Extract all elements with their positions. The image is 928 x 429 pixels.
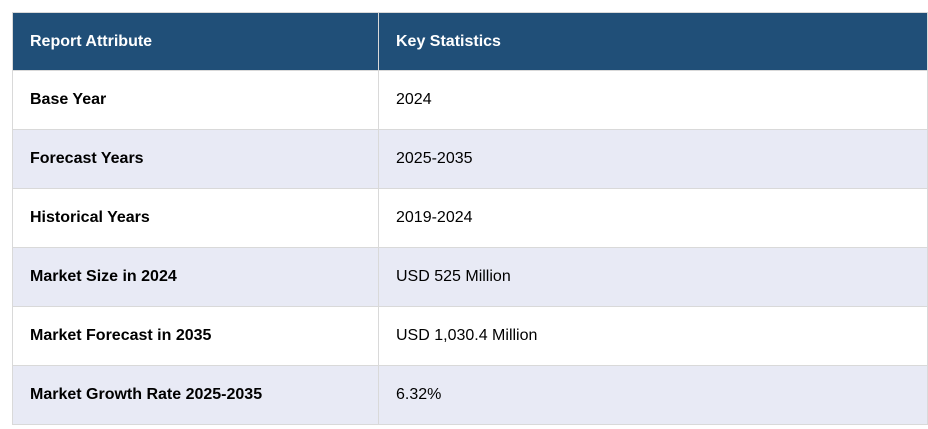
row-value: 2019-2024 [378,188,928,248]
table-row: Market Forecast in 2035 USD 1,030.4 Mill… [12,306,928,366]
header-key-statistics: Key Statistics [378,12,928,71]
row-attribute: Market Size in 2024 [12,247,379,307]
table-row: Historical Years 2019-2024 [12,188,928,248]
row-attribute: Historical Years [12,188,379,248]
row-value: USD 1,030.4 Million [378,306,928,366]
table-header-row: Report Attribute Key Statistics [12,12,928,71]
table-row: Forecast Years 2025-2035 [12,129,928,189]
row-attribute: Market Growth Rate 2025-2035 [12,365,379,425]
row-value: 2025-2035 [378,129,928,189]
row-value: USD 525 Million [378,247,928,307]
row-attribute: Base Year [12,70,379,130]
report-attributes-table: Report Attribute Key Statistics Base Yea… [12,12,928,425]
table-row: Market Size in 2024 USD 525 Million [12,247,928,307]
row-value: 6.32% [378,365,928,425]
row-attribute: Forecast Years [12,129,379,189]
header-report-attribute: Report Attribute [12,12,379,71]
table-row: Base Year 2024 [12,70,928,130]
row-attribute: Market Forecast in 2035 [12,306,379,366]
table-row: Market Growth Rate 2025-2035 6.32% [12,365,928,425]
row-value: 2024 [378,70,928,130]
